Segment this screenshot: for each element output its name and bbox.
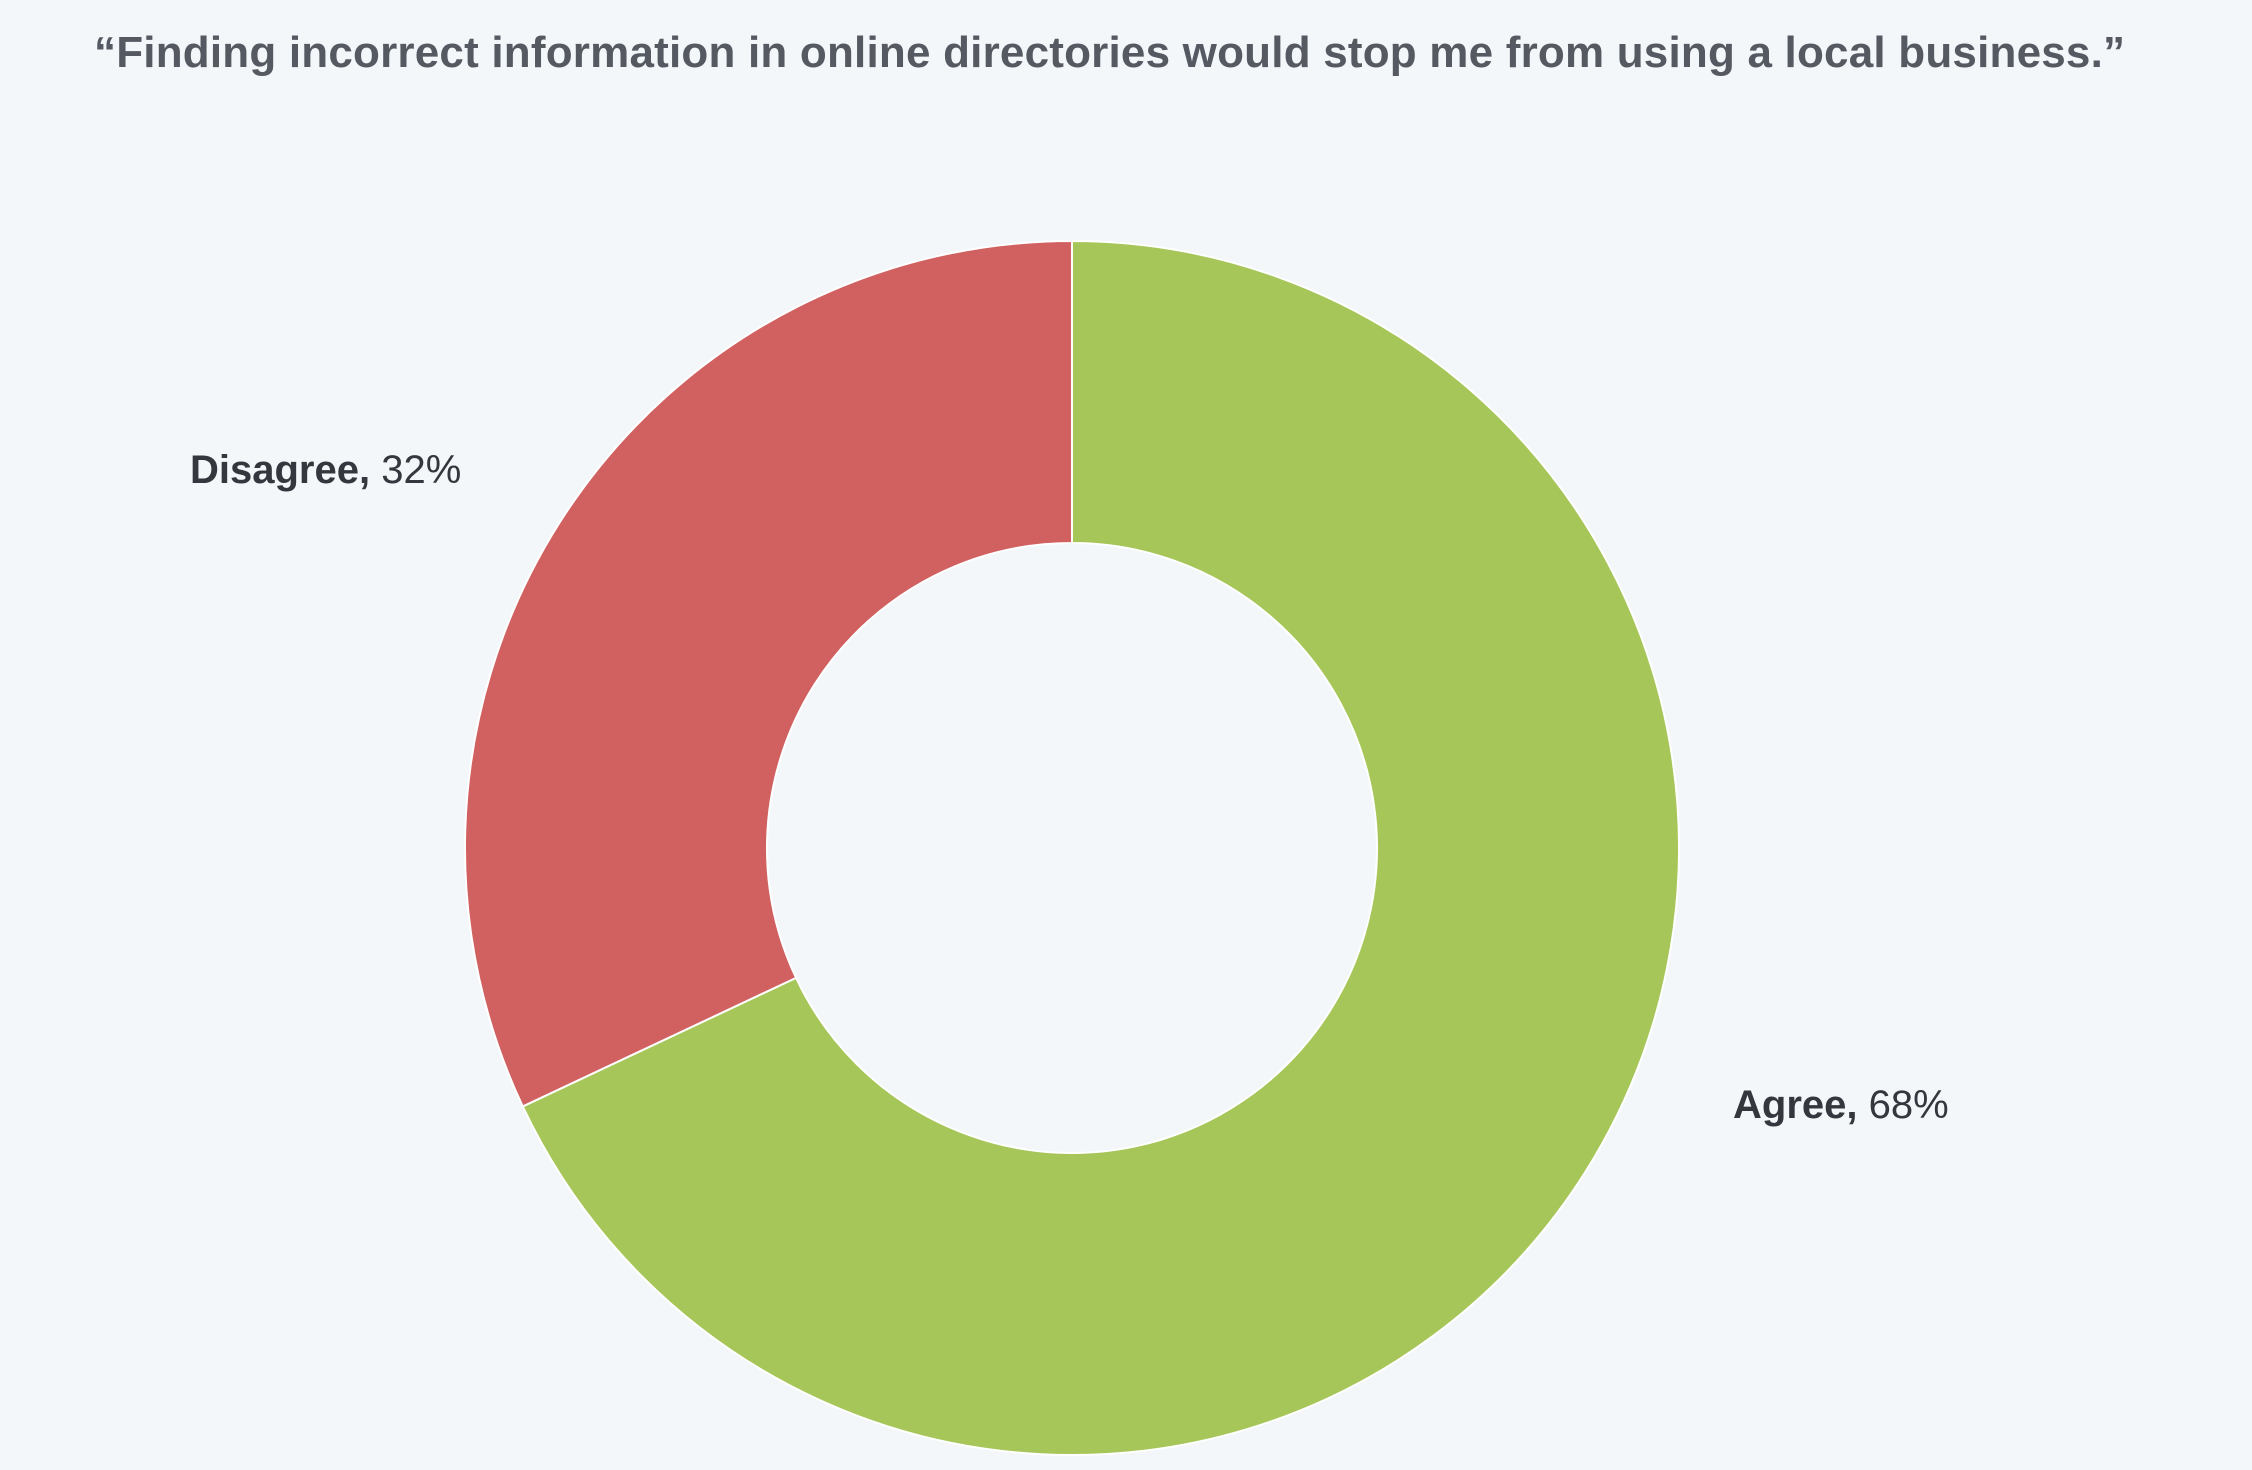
- donut-slice-agree: [521, 239, 1680, 1456]
- data-label-value: 32%: [370, 448, 461, 492]
- data-label-value: 68%: [1858, 1083, 1949, 1127]
- data-label-name: Disagree,: [190, 448, 370, 492]
- donut-slices: [464, 239, 1680, 1456]
- data-label-agree: Agree, 68%: [1733, 1083, 1949, 1127]
- donut-slice-disagree: [464, 239, 1073, 1108]
- data-label-name: Agree,: [1733, 1083, 1858, 1127]
- chart-title: “Finding incorrect information in online…: [94, 28, 2126, 77]
- data-label-disagree: Disagree, 32%: [190, 448, 461, 492]
- donut-data-labels: Agree, 68% Disagree, 32%: [190, 448, 1949, 1127]
